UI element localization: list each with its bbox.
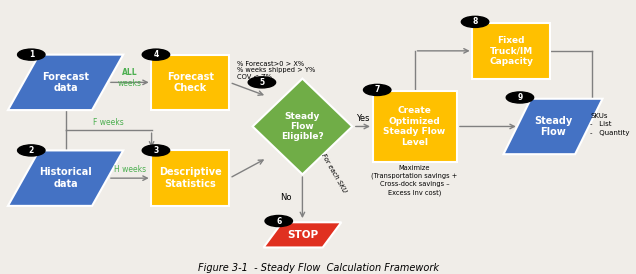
- Text: % Forecast>0 > X%: % Forecast>0 > X%: [237, 61, 304, 67]
- FancyBboxPatch shape: [151, 150, 229, 206]
- Text: 7: 7: [375, 85, 380, 95]
- Text: Forecast
Check: Forecast Check: [167, 72, 214, 93]
- Circle shape: [461, 16, 489, 27]
- Text: Forecast
data: Forecast data: [42, 72, 89, 93]
- Text: STOP: STOP: [287, 230, 318, 240]
- Polygon shape: [8, 55, 123, 110]
- Text: ALL: ALL: [122, 68, 137, 76]
- Text: 2: 2: [29, 146, 34, 155]
- Text: Create
Optimized
Steady Flow
Level: Create Optimized Steady Flow Level: [384, 106, 446, 147]
- Text: H weeks: H weeks: [114, 165, 146, 174]
- Circle shape: [18, 145, 45, 156]
- Text: For each SKU: For each SKU: [320, 153, 347, 194]
- Polygon shape: [8, 150, 123, 206]
- Text: Steady
Flow: Steady Flow: [534, 116, 572, 137]
- Polygon shape: [504, 99, 602, 154]
- Polygon shape: [252, 79, 352, 174]
- Text: COV < Z%: COV < Z%: [237, 73, 272, 79]
- Text: Maximize
(Transportation savings +
Cross-dock savings –
Excess Inv cost): Maximize (Transportation savings + Cross…: [371, 165, 458, 196]
- Circle shape: [248, 77, 275, 88]
- Text: Historical
data: Historical data: [39, 167, 92, 189]
- Circle shape: [506, 92, 534, 103]
- Text: 3: 3: [153, 146, 158, 155]
- Text: 6: 6: [276, 216, 281, 226]
- Circle shape: [142, 145, 170, 156]
- Circle shape: [18, 49, 45, 60]
- Text: Fixed
Truck/IM
Capacity: Fixed Truck/IM Capacity: [489, 36, 533, 66]
- Text: Yes: Yes: [356, 114, 370, 123]
- Text: 8: 8: [473, 17, 478, 26]
- FancyBboxPatch shape: [473, 23, 550, 79]
- FancyBboxPatch shape: [373, 91, 457, 162]
- Text: Steady
Flow
Eligible?: Steady Flow Eligible?: [281, 112, 324, 141]
- Circle shape: [364, 84, 391, 95]
- Text: % weeks shipped > Y%: % weeks shipped > Y%: [237, 67, 315, 73]
- Text: 5: 5: [259, 78, 265, 87]
- Text: weeks: weeks: [118, 79, 142, 88]
- Text: Descriptive
Statistics: Descriptive Statistics: [159, 167, 221, 189]
- Text: SKUs
-   List
-   Quantity: SKUs - List - Quantity: [590, 113, 630, 136]
- Text: 9: 9: [517, 93, 523, 102]
- Circle shape: [142, 49, 170, 60]
- Text: 1: 1: [29, 50, 34, 59]
- Text: F weeks: F weeks: [93, 118, 124, 127]
- Text: Figure 3-1  - Steady Flow  Calculation Framework: Figure 3-1 - Steady Flow Calculation Fra…: [198, 263, 438, 273]
- Text: 4: 4: [153, 50, 158, 59]
- Polygon shape: [263, 222, 342, 247]
- FancyBboxPatch shape: [151, 55, 229, 110]
- Circle shape: [265, 215, 293, 227]
- Text: No: No: [280, 193, 292, 202]
